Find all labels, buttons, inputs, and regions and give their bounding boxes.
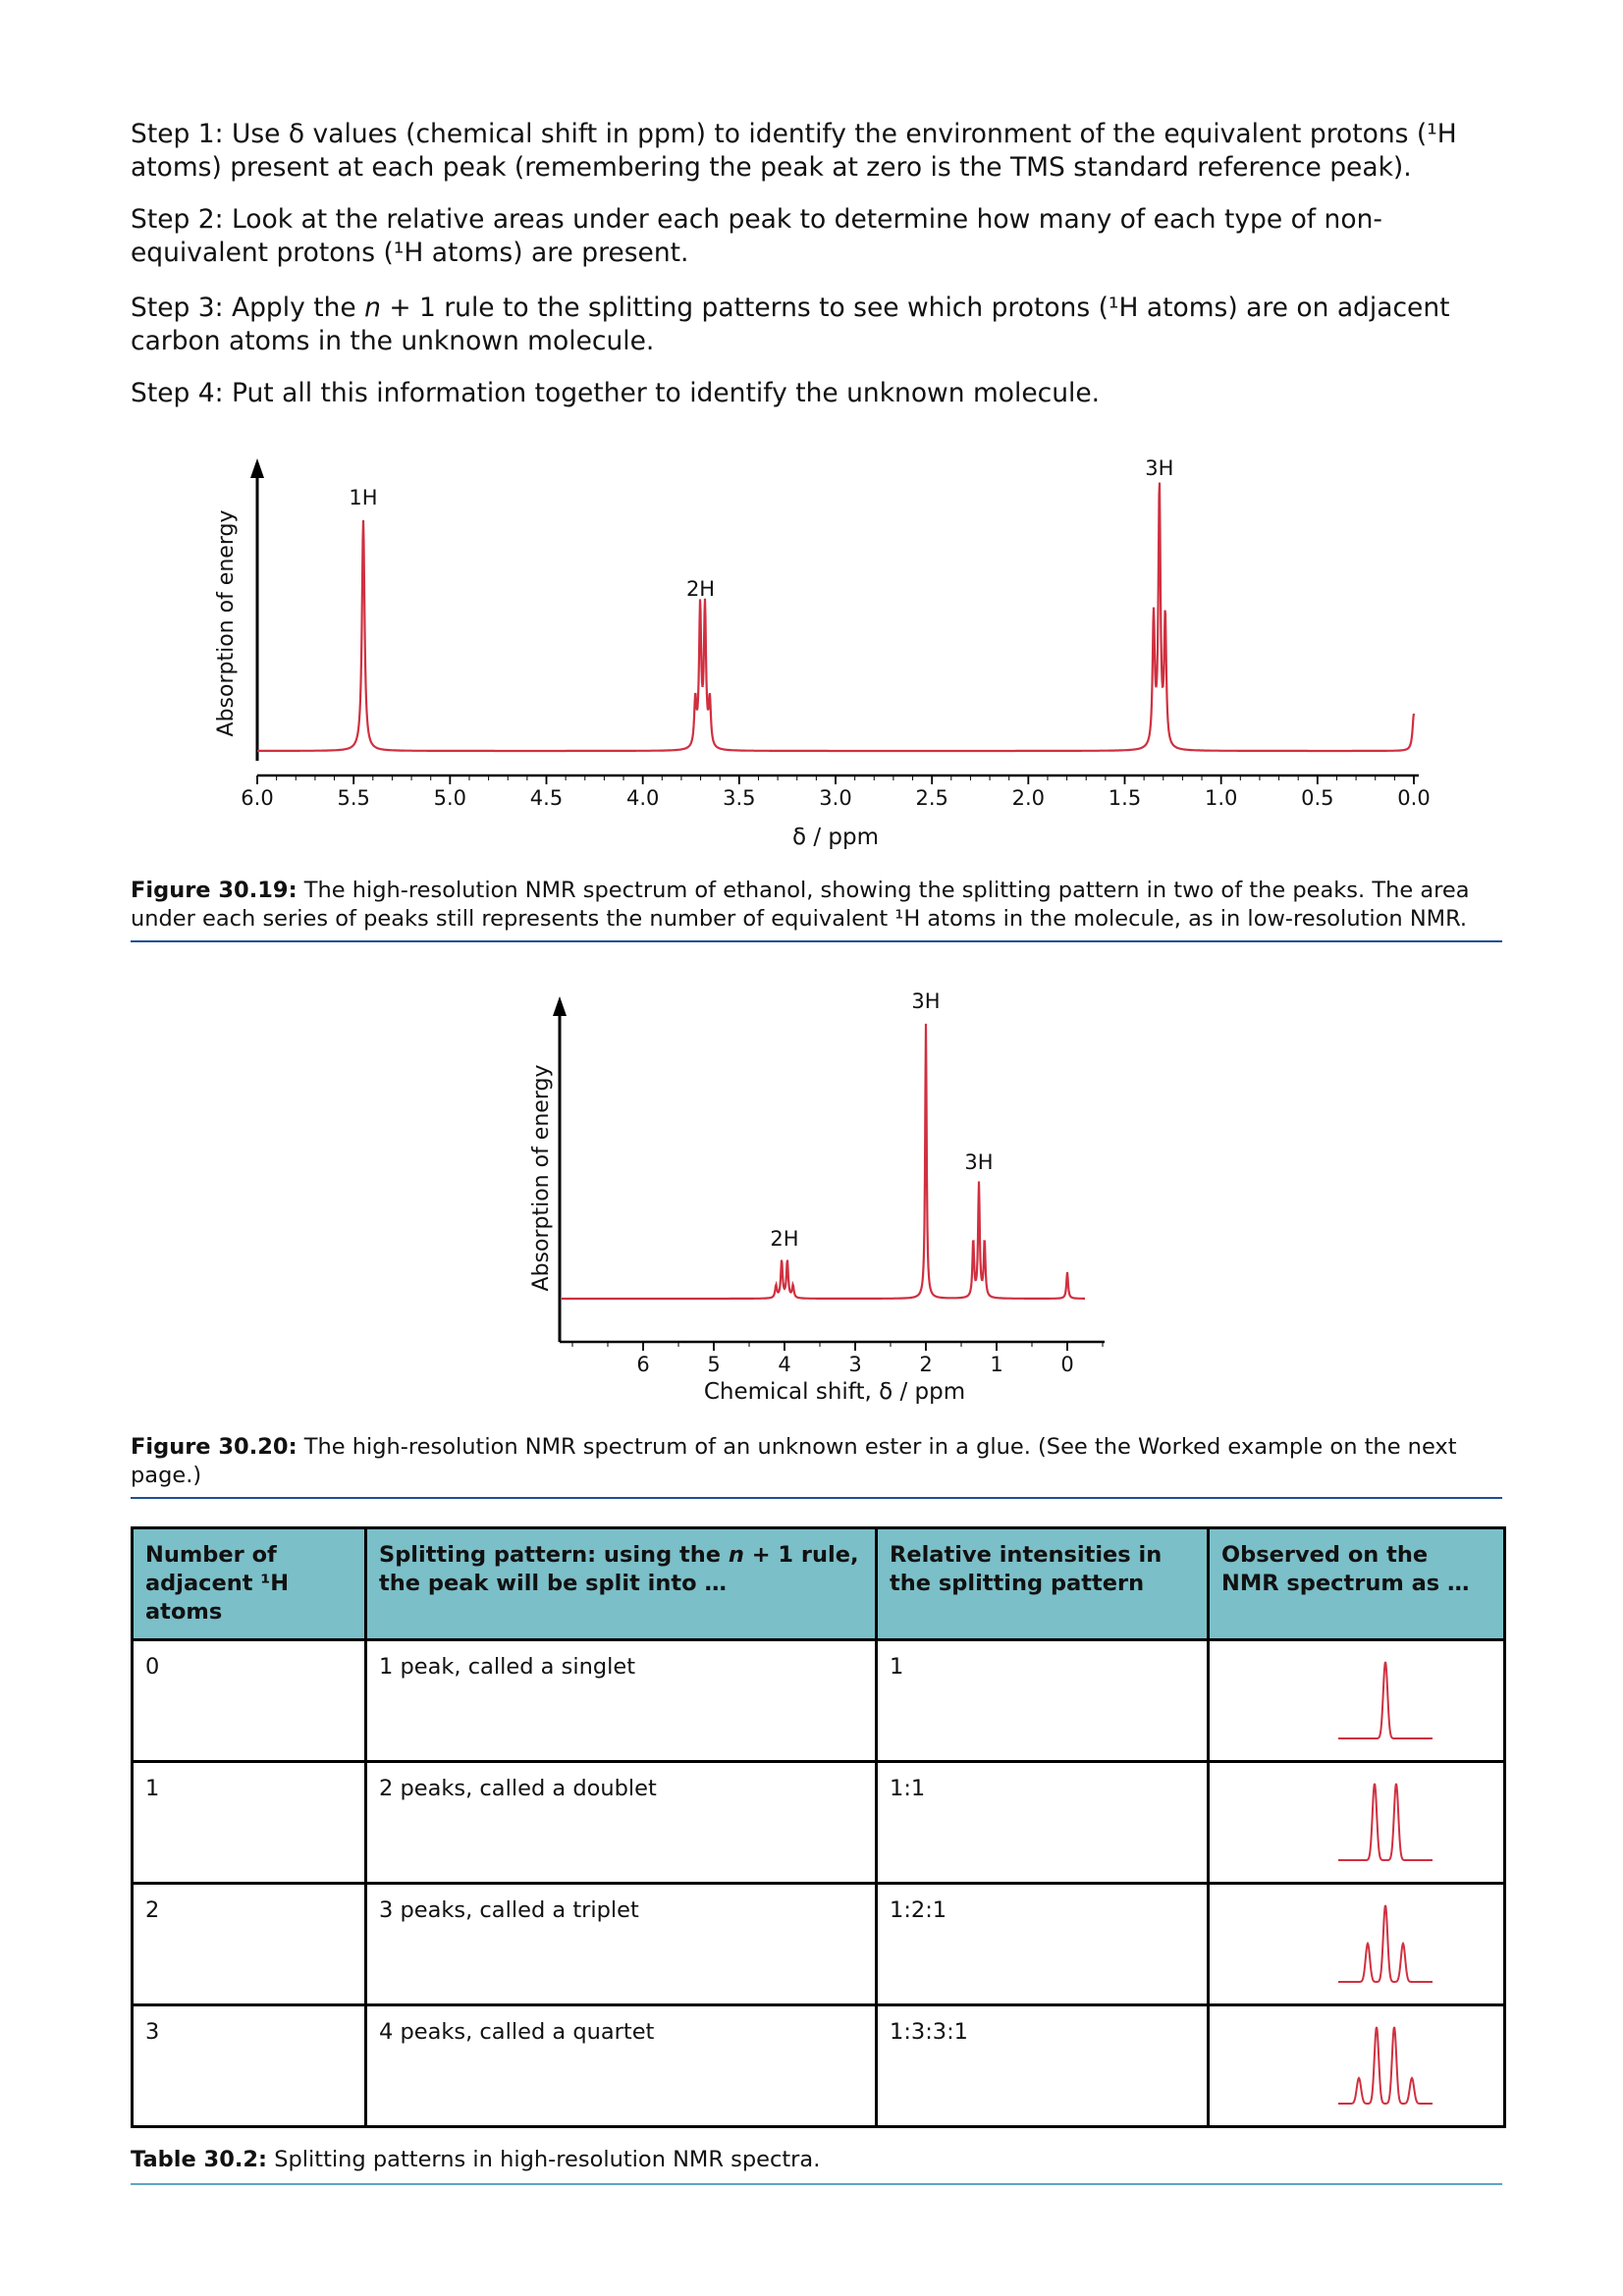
peak-label: 3H	[1145, 456, 1173, 480]
doublet-peak-icon	[1338, 1783, 1433, 1861]
x-tick-label: 4.0	[626, 786, 659, 810]
table-30-2-rule	[131, 2183, 1502, 2185]
spectrum-line	[562, 1023, 1085, 1301]
header-splitting-pattern: Splitting pattern: using the n + 1 rule,…	[364, 1526, 878, 1641]
cell-pattern: 3 peaks, called a triplet	[364, 1882, 878, 2006]
peak-label: 1H	[349, 486, 377, 509]
cell-observed	[1207, 2003, 1506, 2128]
cell-observed	[1207, 1760, 1506, 1885]
x-axis-label: Chemical shift, δ / ppm	[704, 1379, 965, 1405]
step-3-post: + 1 rule to the splitting patterns to se…	[131, 293, 1450, 356]
peak-label: 2H	[686, 577, 715, 601]
cell-pattern: 1 peak, called a singlet	[364, 1638, 878, 1763]
x-tick-label: 3.5	[723, 786, 755, 810]
header-n: n	[728, 1542, 744, 1568]
cell-intensities: 1	[875, 1638, 1210, 1763]
figure-30-19-rule	[131, 940, 1502, 942]
table-header-row: Number of adjacent ¹H atoms Splitting pa…	[131, 1526, 1506, 1641]
header-relative-intensities: Relative intensities in the splitting pa…	[875, 1526, 1210, 1641]
table-row: 2 3 peaks, called a triplet 1:2:1	[131, 1882, 1506, 2006]
figure-30-20-text: The high-resolution NMR spectrum of an u…	[131, 1434, 1457, 1488]
table-30-2-caption: Table 30.2: Splitting patterns in high-r…	[131, 2146, 1505, 2174]
step-3: Step 3: Apply the n + 1 rule to the spli…	[131, 292, 1505, 358]
splitting-patterns-table: Number of adjacent ¹H atoms Splitting pa…	[131, 1526, 1506, 2128]
ethanol-nmr-spectrum: Absorption of energy δ / ppm 6.0 5.5 5.0 4.…	[214, 456, 1431, 850]
peak-curve	[1338, 1661, 1433, 1739]
x-tick-label: 1.0	[1205, 786, 1237, 810]
x-tick-label: 6.0	[241, 786, 273, 810]
x-tick-label: 1.5	[1109, 786, 1141, 810]
spectrum-line	[257, 482, 1416, 753]
cell-intensities: 1:3:3:1	[875, 2003, 1210, 2128]
x-tick-label: 5.0	[434, 786, 466, 810]
figure-30-20-rule	[131, 1497, 1502, 1499]
peak-label: 3H	[964, 1150, 993, 1174]
singlet-peak-icon	[1338, 1661, 1433, 1739]
cell-intensities: 1:2:1	[875, 1882, 1210, 2006]
peak-label: 3H	[911, 989, 940, 1013]
header-adjacent-atoms: Number of adjacent ¹H atoms	[131, 1526, 367, 1641]
step-4: Step 4: Put all this information togethe…	[131, 378, 1101, 408]
x-tick-label: 6	[636, 1353, 649, 1376]
x-tick-label: 0	[1060, 1353, 1073, 1376]
cell-pattern: 4 peaks, called a quartet	[364, 2003, 878, 2128]
table-30-2-label: Table 30.2:	[131, 2147, 268, 2172]
cell-adjacent: 3	[131, 2003, 367, 2128]
table-30-2-text: Splitting patterns in high-resolution NM…	[267, 2147, 821, 2172]
y-axis-arrow	[553, 996, 567, 1016]
x-tick-label: 0.5	[1301, 786, 1333, 810]
peak-labels: 1H 2H 3H	[349, 456, 1173, 601]
cell-observed	[1207, 1882, 1506, 2006]
peak-label: 2H	[770, 1227, 798, 1251]
figure-30-19-label: Figure 30.19:	[131, 878, 298, 903]
x-tick-label: 3	[848, 1353, 861, 1376]
y-axis-arrow	[250, 458, 264, 478]
x-tick-label: 4.5	[530, 786, 563, 810]
header-pre: Splitting pattern: using the	[379, 1542, 729, 1568]
cell-pattern: 2 peaks, called a doublet	[364, 1760, 878, 1885]
header-post: + 1 rule, the peak will be split into …	[379, 1542, 859, 1596]
y-axis-label: Absorption of energy	[529, 1065, 554, 1292]
x-tick-label: 1	[990, 1353, 1002, 1376]
x-tick-label: 5.5	[337, 786, 369, 810]
y-axis-label: Absorption of energy	[214, 510, 239, 737]
x-tick-label: 3.0	[819, 786, 851, 810]
header-observed: Observed on the NMR spectrum as …	[1207, 1526, 1506, 1641]
x-axis-label: δ / ppm	[792, 825, 879, 850]
step-1: Step 1: Use δ values (chemical shift in …	[131, 119, 1457, 183]
table-row: 1 2 peaks, called a doublet 1:1	[131, 1760, 1506, 1885]
x-ticks: 6.0 5.5 5.0 4.5 4.0 3.5 3.0 2.5 2.0 1.5 1.0 0.5 0.0	[241, 775, 1431, 810]
ester-nmr-spectrum: Absorption of energy Chemical shift, δ /…	[529, 989, 1105, 1405]
x-tick-label: 2.0	[1012, 786, 1045, 810]
figure-30-19-caption: Figure 30.19: The high-resolution NMR sp…	[131, 877, 1505, 934]
cell-adjacent: 0	[131, 1638, 367, 1763]
x-tick-label: 5	[707, 1353, 720, 1376]
step-3-pre: Step 3: Apply the	[131, 293, 365, 323]
peak-labels: 2H 3H 3H	[770, 989, 993, 1251]
x-tick-label: 4	[778, 1353, 790, 1376]
x-ticks: 6 5 4 3 2 1 0	[571, 1342, 1104, 1376]
cell-adjacent: 2	[131, 1882, 367, 2006]
cell-observed	[1207, 1638, 1506, 1763]
peak-curve	[1338, 1904, 1433, 1983]
x-tick-label: 2	[919, 1353, 932, 1376]
cell-intensities: 1:1	[875, 1760, 1210, 1885]
figure-30-20-label: Figure 30.20:	[131, 1434, 298, 1460]
figure-30-20-caption: Figure 30.20: The high-resolution NMR sp…	[131, 1433, 1505, 1490]
peak-curve	[1338, 2026, 1433, 2106]
quartet-peak-icon	[1338, 2026, 1433, 2106]
step-2: Step 2: Look at the relative areas under…	[131, 204, 1382, 268]
triplet-peak-icon	[1338, 1904, 1433, 1983]
table-row: 3 4 peaks, called a quartet 1:3:3:1	[131, 2003, 1506, 2128]
peak-curve	[1338, 1783, 1433, 1861]
figure-30-19-text: The high-resolution NMR spectrum of etha…	[131, 878, 1470, 932]
x-tick-label: 0.0	[1397, 786, 1430, 810]
step-3-n: n	[364, 293, 381, 323]
x-tick-label: 2.5	[915, 786, 947, 810]
cell-adjacent: 1	[131, 1760, 367, 1885]
table-row: 0 1 peak, called a singlet 1	[131, 1638, 1506, 1763]
